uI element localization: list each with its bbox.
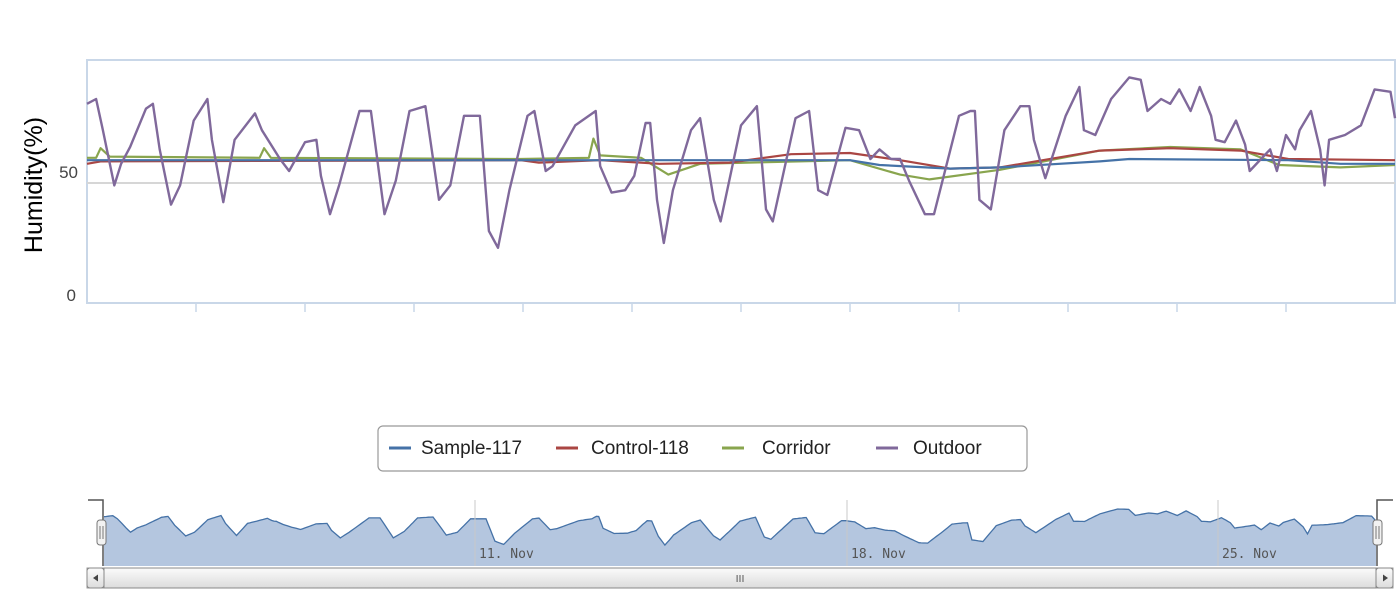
x-axis-ticks [195, 303, 1287, 312]
legend-label: Control-118 [591, 438, 689, 459]
navigator-label-18-nov: 18. Nov [851, 547, 906, 562]
navigator-handle-left[interactable] [96, 519, 107, 546]
legend-label: Corridor [762, 438, 831, 459]
navigator-area [104, 509, 1376, 566]
navigator-handle-right[interactable] [1372, 519, 1383, 546]
legend-label: Outdoor [913, 438, 982, 459]
y-tick-0: 0 [67, 286, 76, 305]
legend-item-control-118[interactable]: Control-118 [556, 438, 689, 459]
navigator-label-25-nov: 25. Nov [1222, 547, 1277, 562]
navigator[interactable]: 11. Nov 18. Nov 25. Nov [88, 499, 1393, 566]
navigator-line [103, 508, 1377, 547]
scrollbar-grip: III [736, 574, 745, 585]
navigator-label-11-nov: 11. Nov [479, 547, 534, 562]
legend-label: Sample-117 [421, 438, 522, 459]
legend-item-sample-117[interactable]: Sample-117 [389, 438, 522, 459]
arrow-right-icon [1383, 574, 1388, 582]
legend-item-outdoor[interactable]: Outdoor [876, 438, 982, 459]
scrollbar[interactable]: III [86, 567, 1394, 589]
plot-area [86, 59, 1396, 304]
arrow-left-icon [93, 574, 98, 582]
series-line-control-118 [86, 147, 1396, 170]
y-tick-50: 50 [59, 163, 78, 182]
y-axis-label: Humidity(%) [20, 117, 48, 253]
legend-item-corridor[interactable]: Corridor [722, 438, 831, 459]
legend: Sample-117 Control-118 Corridor Outdoor [377, 425, 1028, 472]
series-group [86, 76, 1397, 249]
legend-box [377, 425, 1028, 472]
series-line-outdoor [86, 76, 1397, 249]
